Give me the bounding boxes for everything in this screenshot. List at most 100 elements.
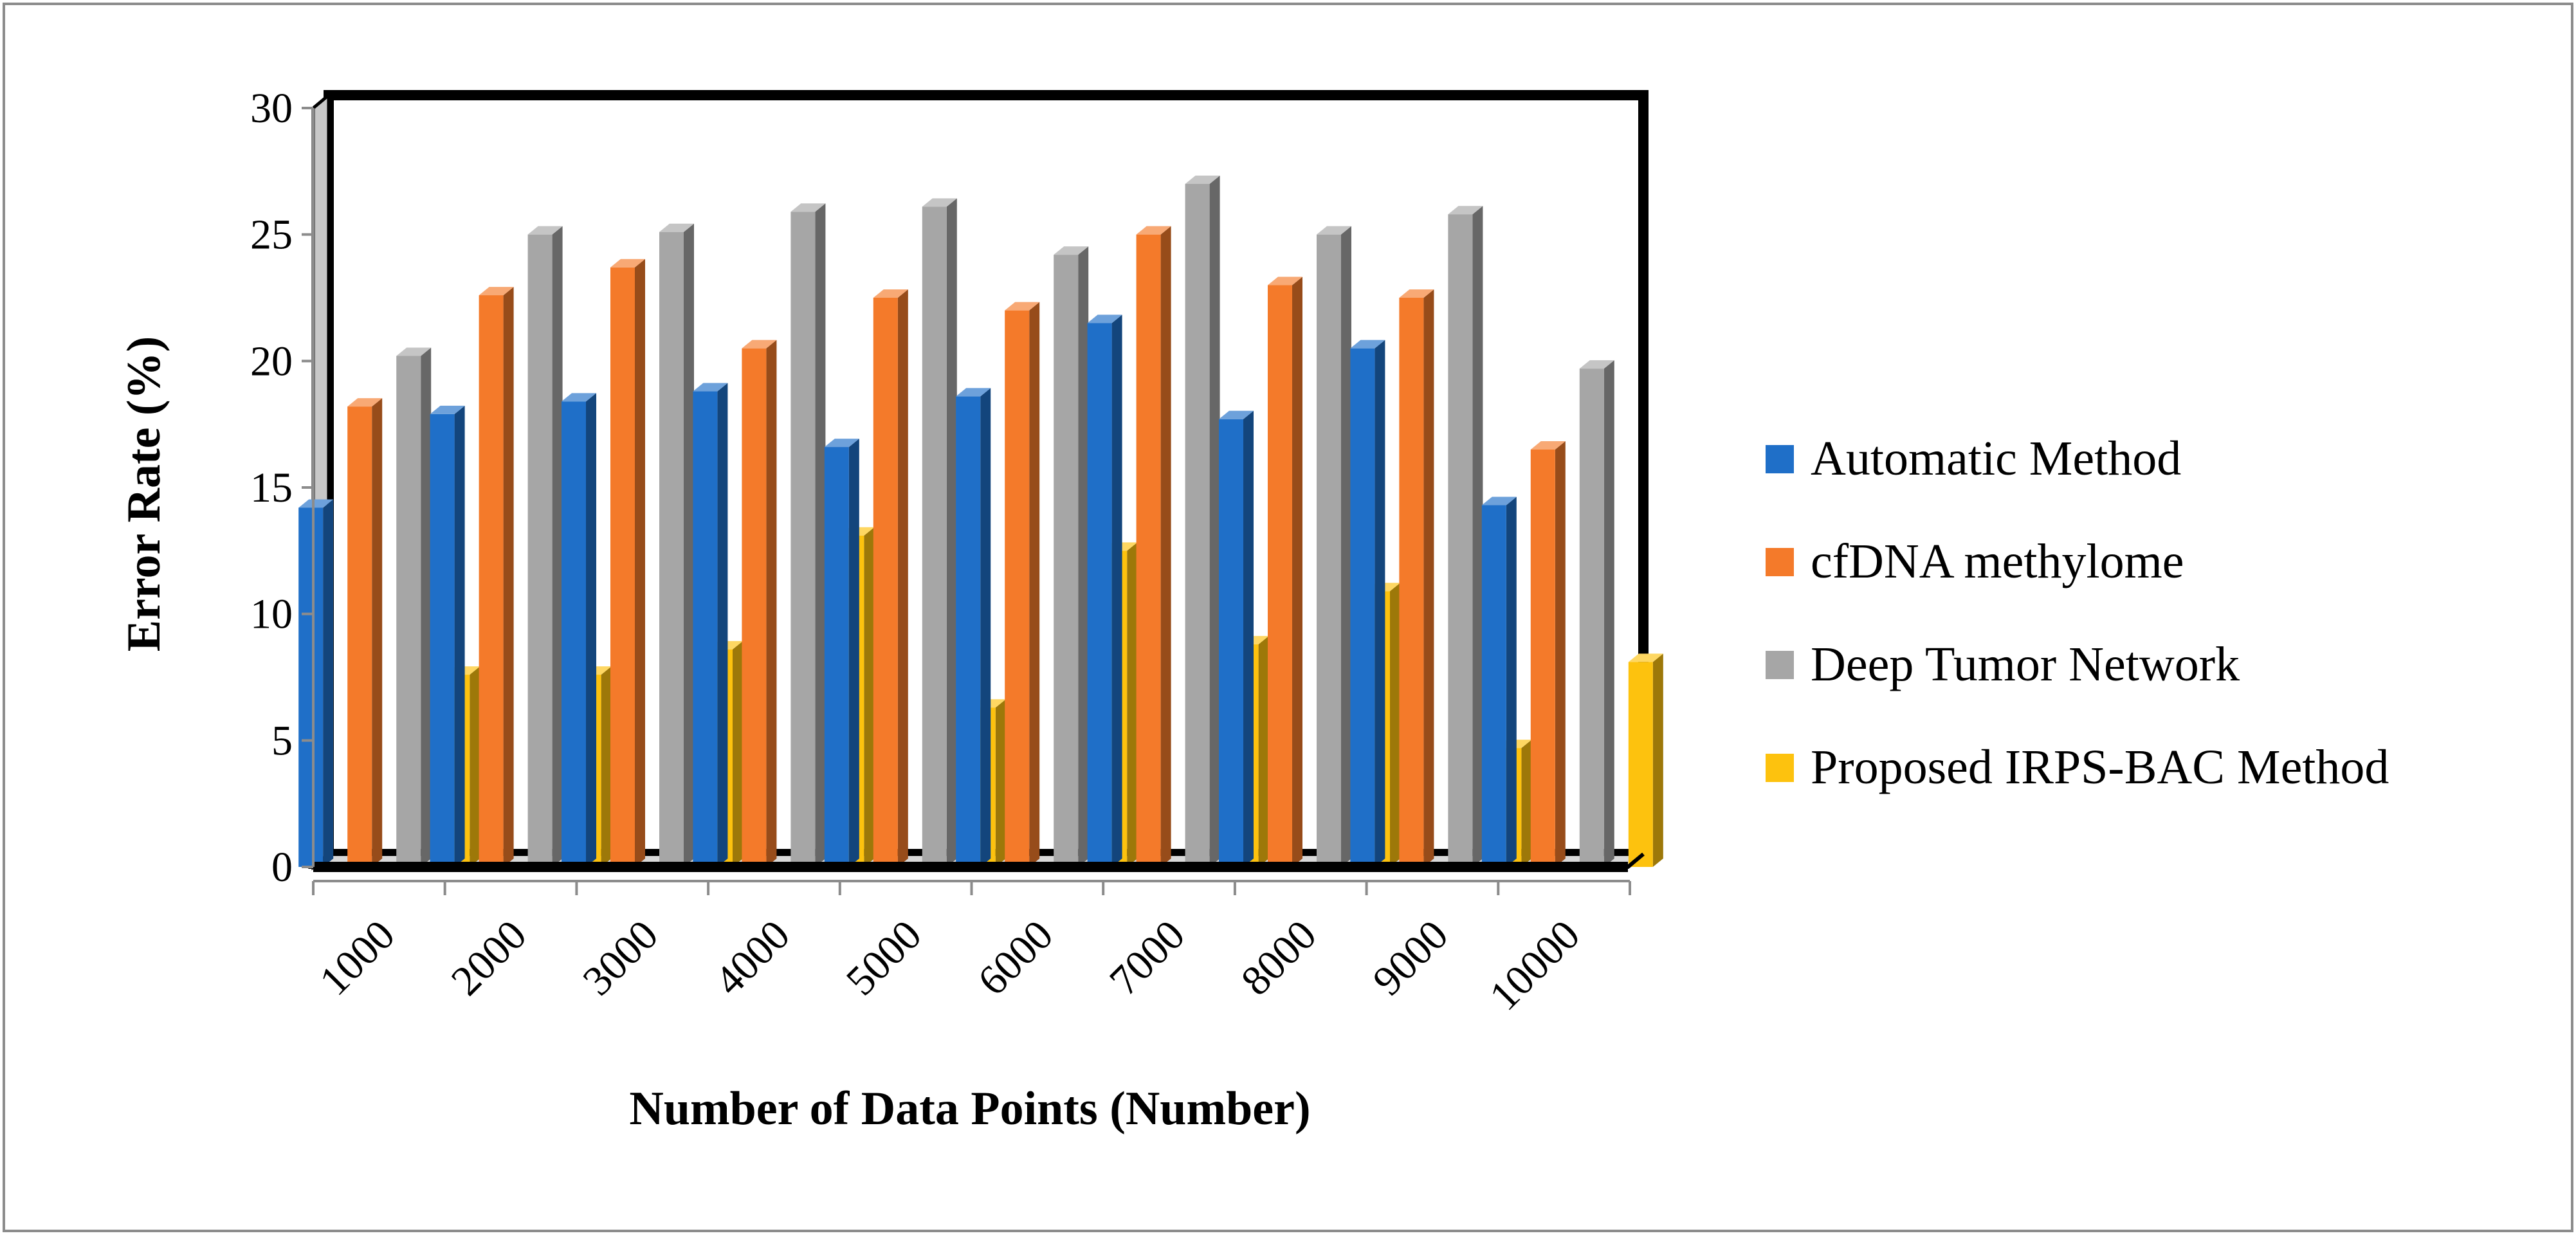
bar-side xyxy=(815,203,826,868)
bar-top xyxy=(1087,314,1122,323)
bar-cfdna-methylome-3000 xyxy=(610,259,645,867)
bar-deep-tumor-network-6000 xyxy=(1054,246,1089,868)
bar-cfdna-methylome-5000 xyxy=(873,289,908,867)
bar-automatic-method-1000 xyxy=(298,499,334,867)
bar-proposed-irps-bac-method-10000 xyxy=(1628,653,1663,867)
bar-side xyxy=(980,388,991,867)
bar-face xyxy=(430,414,455,867)
bar-top xyxy=(1219,410,1254,419)
bar-side xyxy=(503,287,514,868)
bar-side xyxy=(1243,410,1254,867)
bar-side xyxy=(946,198,957,867)
bar-top xyxy=(1481,496,1517,505)
bar-side xyxy=(1127,542,1138,867)
bar-face xyxy=(479,295,504,868)
bar-face xyxy=(1054,255,1079,868)
bar-deep-tumor-network-2000 xyxy=(527,226,563,868)
bar-automatic-method-6000 xyxy=(956,388,991,867)
bar-side xyxy=(1375,340,1385,867)
bar-top xyxy=(922,198,957,207)
bar-deep-tumor-network-10000 xyxy=(1579,360,1614,867)
bar-face xyxy=(1317,234,1341,868)
bar-automatic-method-3000 xyxy=(562,393,596,867)
bar-face xyxy=(347,406,372,867)
bar-face xyxy=(1185,184,1210,867)
bar-cfdna-methylome-7000 xyxy=(1136,226,1171,868)
bar-face xyxy=(396,356,421,867)
bar-top xyxy=(1399,289,1434,298)
bar-deep-tumor-network-5000 xyxy=(922,198,957,867)
bar-face xyxy=(1628,662,1653,867)
bar-top xyxy=(873,289,908,298)
legend-swatch xyxy=(1766,548,1794,576)
bar-cfdna-methylome-1000 xyxy=(347,398,383,867)
bar-top xyxy=(693,383,728,392)
bar-face xyxy=(922,206,947,867)
bar-side xyxy=(635,259,645,867)
bar-face xyxy=(693,391,718,867)
bar-face xyxy=(1087,323,1112,867)
bar-deep-tumor-network-9000 xyxy=(1448,206,1483,868)
y-tick-label: 15 xyxy=(250,464,293,511)
bar-cfdna-methylome-9000 xyxy=(1399,289,1434,867)
legend-label: cfDNA methylome xyxy=(1811,534,2184,588)
bar-top xyxy=(430,405,465,414)
bar-top xyxy=(1005,302,1040,311)
bar-automatic-method-9000 xyxy=(1350,340,1385,867)
bar-side xyxy=(1652,653,1663,867)
bar-side xyxy=(1292,277,1302,867)
bar-cfdna-methylome-10000 xyxy=(1530,441,1566,867)
bar-side xyxy=(1160,226,1171,868)
bar-side xyxy=(1472,206,1483,868)
bar-side xyxy=(684,223,694,867)
bar-face xyxy=(1219,419,1243,867)
bar-side xyxy=(733,641,743,867)
bar-top xyxy=(1136,226,1171,235)
y-tick-label: 5 xyxy=(271,717,293,764)
bar-face xyxy=(527,234,553,868)
bar-deep-tumor-network-7000 xyxy=(1185,176,1220,867)
bar-side xyxy=(601,666,612,867)
bar-face xyxy=(1005,310,1030,868)
bar-deep-tumor-network-1000 xyxy=(396,347,432,867)
legend-swatch xyxy=(1766,754,1794,782)
bar-top xyxy=(1268,277,1302,286)
y-tick-label: 25 xyxy=(250,212,293,259)
bar-top xyxy=(1317,226,1351,235)
bar-top xyxy=(1579,360,1614,369)
bar-side xyxy=(470,666,480,867)
bar-face xyxy=(742,348,767,867)
bar-face xyxy=(1579,369,1604,867)
bar-cfdna-methylome-6000 xyxy=(1005,302,1040,868)
bar-automatic-method-5000 xyxy=(824,439,859,867)
bar-side xyxy=(1521,740,1532,867)
bar-side xyxy=(766,340,777,867)
bar-side xyxy=(454,405,465,867)
bar-deep-tumor-network-8000 xyxy=(1317,226,1351,868)
bar-deep-tumor-network-3000 xyxy=(659,223,694,867)
bar-face xyxy=(1530,450,1555,867)
legend: Automatic Method cfDNA methylome Deep Tumo… xyxy=(1766,432,2389,794)
bar-side xyxy=(1341,226,1351,868)
bar-side xyxy=(1555,441,1566,867)
bar-face xyxy=(1481,505,1506,867)
legend-item: cfDNA methylome xyxy=(1766,534,2184,588)
legend-item: Automatic Method xyxy=(1766,432,2181,486)
bar-top xyxy=(956,388,991,397)
bar-face xyxy=(1448,214,1473,867)
bar-side xyxy=(421,347,432,867)
bar-side xyxy=(897,289,908,867)
bar-side xyxy=(1078,246,1089,868)
x-axis-title: Number of Data Points (Number) xyxy=(629,1082,1310,1135)
bar-face xyxy=(298,507,324,867)
bar-top xyxy=(298,499,334,508)
legend-item: Deep Tumor Network xyxy=(1766,637,2240,691)
bar-top xyxy=(1628,653,1663,662)
legend-label: Proposed IRPS-BAC Method xyxy=(1811,740,2389,794)
bar-top xyxy=(1054,246,1089,255)
bar-top xyxy=(1185,176,1220,184)
bar-top xyxy=(396,347,432,356)
bar-side xyxy=(864,527,875,867)
bar-automatic-method-4000 xyxy=(693,383,728,867)
